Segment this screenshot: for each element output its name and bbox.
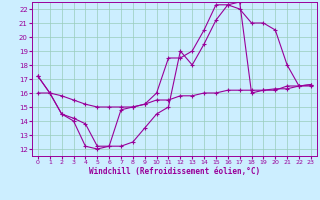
X-axis label: Windchill (Refroidissement éolien,°C): Windchill (Refroidissement éolien,°C) bbox=[89, 167, 260, 176]
